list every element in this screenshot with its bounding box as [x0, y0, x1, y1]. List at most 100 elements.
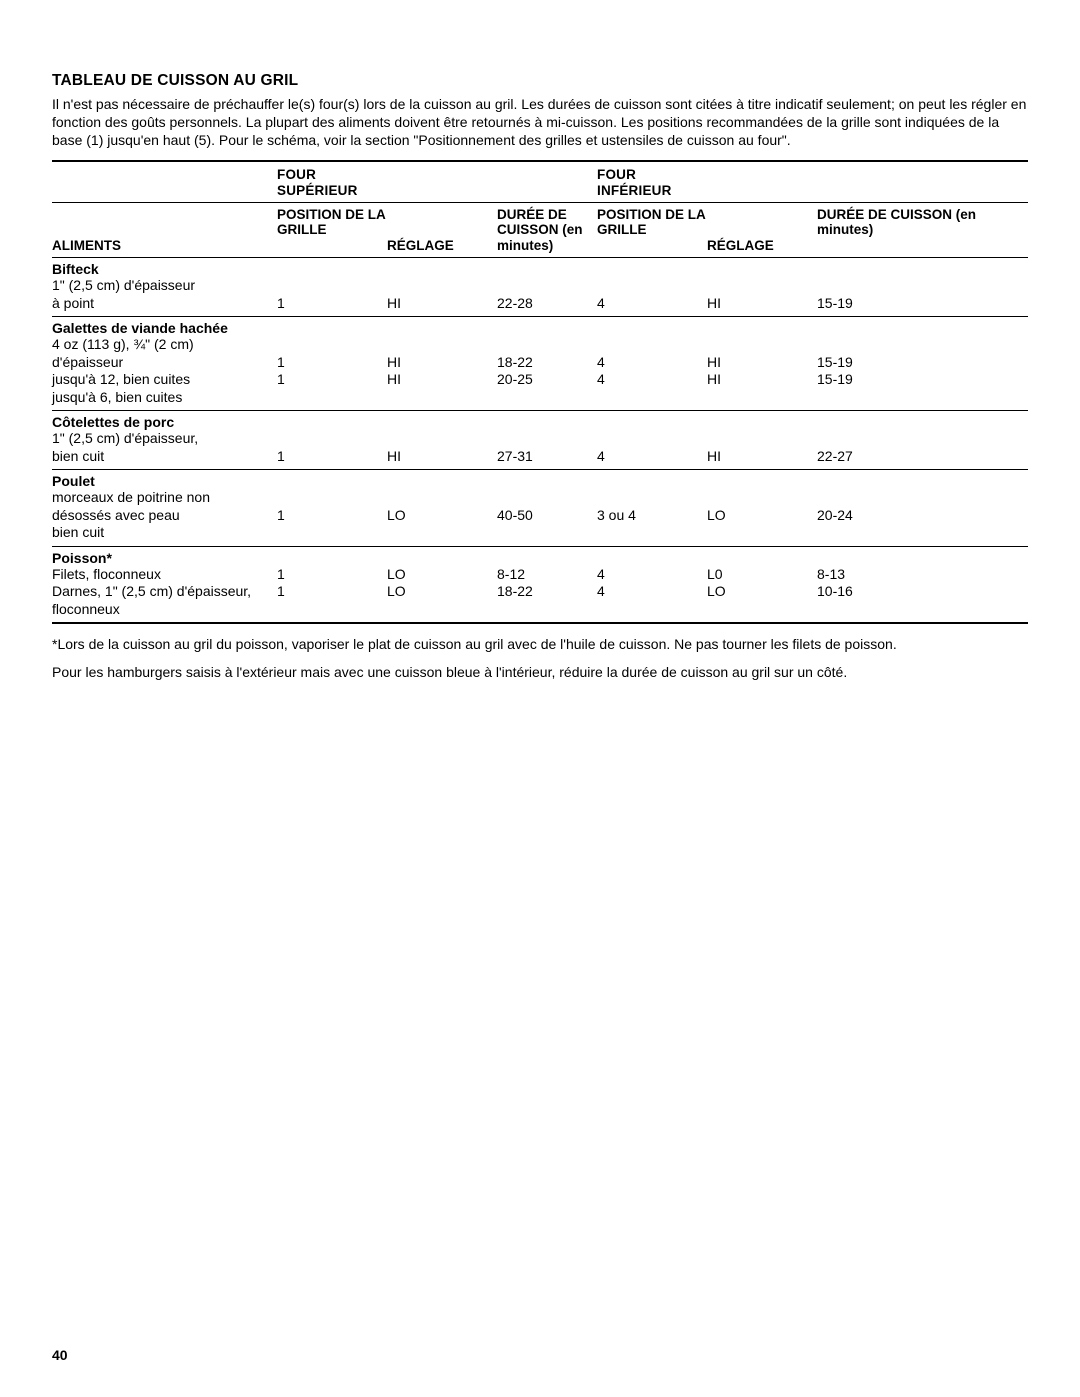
table-cell	[707, 489, 817, 507]
table-row: 1" (2,5 cm) d'épaisseur,	[52, 430, 1028, 448]
table-cell: à point	[52, 295, 277, 317]
table-cell	[707, 277, 817, 295]
table-cell: 1	[277, 295, 387, 317]
section-title: TABLEAU DE CUISSON AU GRIL	[52, 72, 1028, 90]
table-cell	[277, 524, 387, 546]
table-section-title-row: Côtelettes de porc	[52, 411, 1028, 431]
table-cell: bien cuit	[52, 448, 277, 470]
table-cell	[387, 489, 497, 507]
intro-paragraph: Il n'est pas nécessaire de préchauffer l…	[52, 96, 1028, 150]
table-row: 4 oz (113 g), ¾" (2 cm)	[52, 336, 1028, 354]
header-reglage-upper: RÉGLAGE	[387, 238, 454, 253]
group-header-upper: FOUR SUPÉRIEUR	[277, 167, 358, 198]
table-cell	[497, 277, 597, 295]
broiling-chart-table: FOUR SUPÉRIEUR FOUR INFÉRIEUR ALIMENTS P…	[52, 160, 1028, 625]
section-title-cell: Bifteck	[52, 261, 99, 277]
table-cell	[707, 524, 817, 546]
table-cell	[497, 489, 597, 507]
table-cell	[597, 389, 707, 411]
table-cell: 10-16	[817, 583, 1028, 601]
table-cell: 8-13	[817, 566, 1028, 584]
table-cell: 1	[277, 566, 387, 584]
table-cell: 4 oz (113 g), ¾" (2 cm)	[52, 336, 277, 354]
table-cell: 4	[597, 295, 707, 317]
table-row: désossés avec peau1LO40-503 ou 4LO20-24	[52, 507, 1028, 525]
table-cell: LO	[387, 583, 497, 601]
table-cell	[277, 430, 387, 448]
table-cell: LO	[707, 507, 817, 525]
group-header-row: FOUR SUPÉRIEUR FOUR INFÉRIEUR	[52, 161, 1028, 203]
table-cell: 15-19	[817, 295, 1028, 317]
header-reglage-lower: RÉGLAGE	[707, 238, 774, 253]
table-cell	[387, 601, 497, 624]
table-cell: 18-22	[497, 354, 597, 372]
table-cell: LO	[387, 566, 497, 584]
footnote-fish: *Lors de la cuisson au gril du poisson, …	[52, 636, 1028, 654]
table-cell	[817, 336, 1028, 354]
table-cell: HI	[707, 295, 817, 317]
header-position-lower: POSITION DE LA GRILLE	[597, 207, 705, 238]
table-cell	[707, 389, 817, 411]
table-row: jusqu'à 6, bien cuites	[52, 389, 1028, 411]
table-cell: 22-27	[817, 448, 1028, 470]
table-cell	[277, 489, 387, 507]
section-title-cell: Poulet	[52, 473, 95, 489]
table-cell: 4	[597, 371, 707, 389]
header-position-upper: POSITION DE LA GRILLE	[277, 207, 385, 238]
page-number: 40	[52, 1347, 68, 1363]
table-cell	[817, 277, 1028, 295]
table-cell: morceaux de poitrine non	[52, 489, 277, 507]
table-cell	[707, 336, 817, 354]
table-row: floconneux	[52, 601, 1028, 624]
table-cell: 1" (2,5 cm) d'épaisseur	[52, 277, 277, 295]
table-cell: 20-25	[497, 371, 597, 389]
table-cell: floconneux	[52, 601, 277, 624]
table-cell: 1" (2,5 cm) d'épaisseur,	[52, 430, 277, 448]
table-cell: Filets, floconneux	[52, 566, 277, 584]
table-cell	[387, 389, 497, 411]
table-cell: 1	[277, 371, 387, 389]
section-title-cell: Poisson*	[52, 550, 112, 566]
group-header-lower: FOUR INFÉRIEUR	[597, 167, 672, 198]
table-cell	[387, 277, 497, 295]
table-row: 1" (2,5 cm) d'épaisseur	[52, 277, 1028, 295]
table-cell	[387, 430, 497, 448]
table-cell: 27-31	[497, 448, 597, 470]
table-cell: Darnes, 1" (2,5 cm) d'épaisseur,	[52, 583, 277, 601]
table-cell: 1	[277, 583, 387, 601]
header-aliments: ALIMENTS	[52, 238, 121, 253]
table-cell	[817, 601, 1028, 624]
document-page: TABLEAU DE CUISSON AU GRIL Il n'est pas …	[0, 0, 1080, 1397]
table-cell: 1	[277, 354, 387, 372]
table-cell: HI	[387, 448, 497, 470]
table-cell	[387, 336, 497, 354]
table-cell	[277, 277, 387, 295]
table-cell: HI	[387, 354, 497, 372]
table-row: d'épaisseur1HI18-224HI15-19	[52, 354, 1028, 372]
section-title-cell: Galettes de viande hachée	[52, 320, 228, 336]
table-cell	[497, 336, 597, 354]
table-cell: 1	[277, 507, 387, 525]
table-cell	[277, 389, 387, 411]
table-cell: 4	[597, 448, 707, 470]
table-cell	[597, 489, 707, 507]
table-cell: 20-24	[817, 507, 1028, 525]
table-row: bien cuit1HI27-314HI22-27	[52, 448, 1028, 470]
table-cell: HI	[707, 448, 817, 470]
table-section-title-row: Poisson*	[52, 546, 1028, 566]
table-cell	[277, 336, 387, 354]
table-cell: LO	[387, 507, 497, 525]
table-cell: HI	[387, 371, 497, 389]
column-header-row: ALIMENTS POSITION DE LA GRILLE RÉGLAGE D…	[52, 202, 1028, 258]
table-cell: 3 ou 4	[597, 507, 707, 525]
table-cell	[707, 430, 817, 448]
table-row: Filets, floconneux1LO8-124L08-13	[52, 566, 1028, 584]
table-cell	[497, 430, 597, 448]
table-cell: L0	[707, 566, 817, 584]
table-cell: 4	[597, 354, 707, 372]
table-cell: 40-50	[497, 507, 597, 525]
table-section-title-row: Bifteck	[52, 258, 1028, 278]
table-row: morceaux de poitrine non	[52, 489, 1028, 507]
table-cell	[707, 601, 817, 624]
table-cell: 4	[597, 566, 707, 584]
